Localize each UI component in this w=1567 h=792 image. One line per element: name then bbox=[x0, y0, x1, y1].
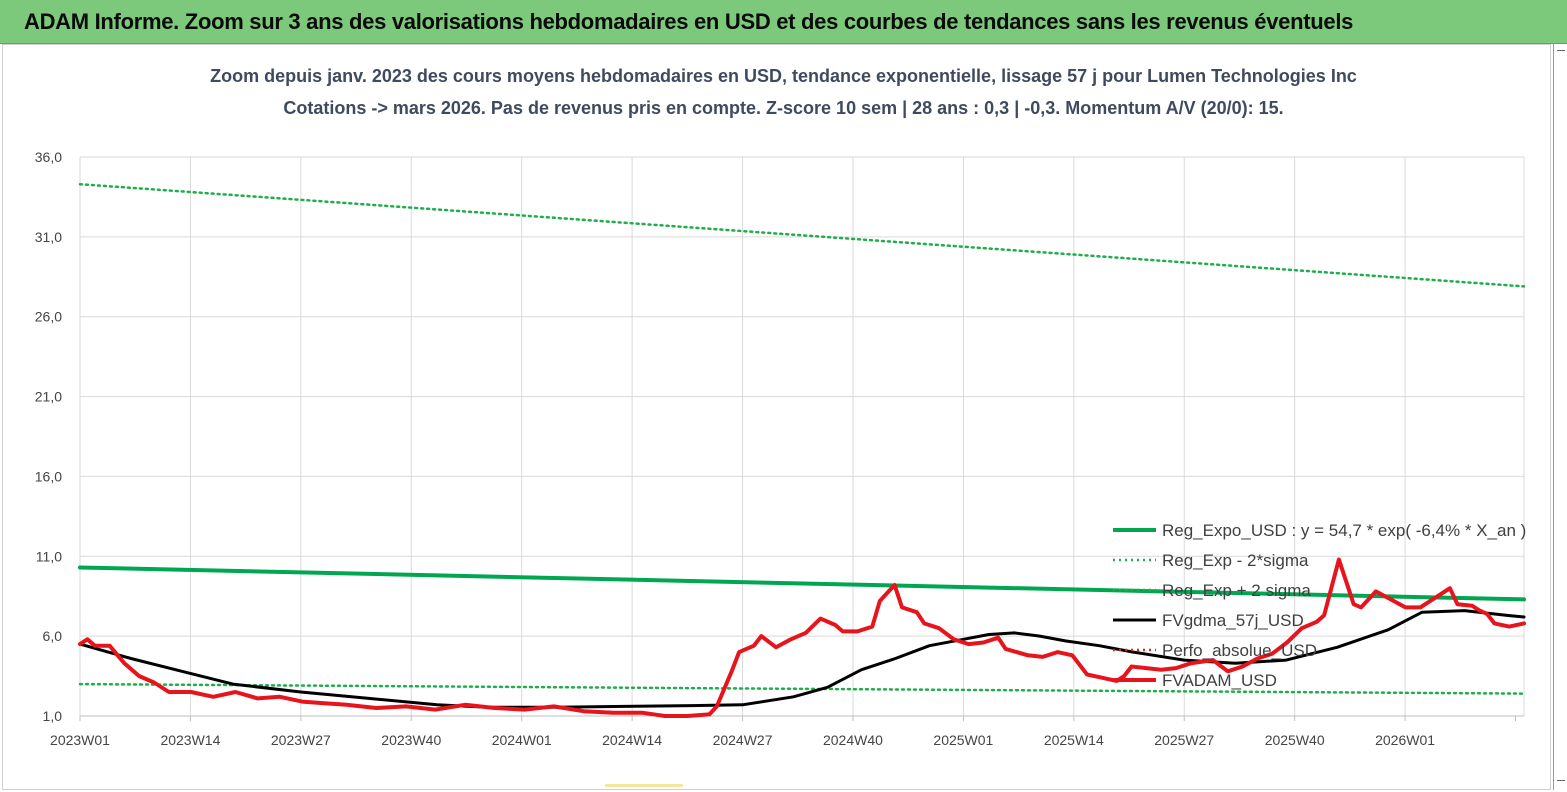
x-tick-label: 2023W40 bbox=[381, 732, 441, 748]
x-tick-label: 2025W27 bbox=[1154, 732, 1214, 748]
edge-tick bbox=[1557, 50, 1565, 51]
series-line-fvadam-usd bbox=[78, 557, 1526, 718]
legend-label: Perfo_absolue_USD bbox=[1162, 641, 1317, 660]
y-tick-label: 21,0 bbox=[35, 389, 62, 405]
y-tick-label: 31,0 bbox=[35, 229, 62, 245]
y-tick-label: 26,0 bbox=[35, 309, 62, 325]
y-tick-label: 16,0 bbox=[35, 468, 62, 484]
series-line-reg-expo-usd bbox=[78, 565, 1526, 602]
x-tick-label: 2026W01 bbox=[1375, 732, 1435, 748]
y-tick-label: 1,0 bbox=[43, 708, 63, 724]
x-tick-label: 2025W14 bbox=[1044, 732, 1104, 748]
series-line-reg-exp bbox=[78, 182, 1526, 288]
series-line-fvgdma-57j-usd bbox=[78, 609, 1526, 709]
chart-subtitle: Cotations -> mars 2026. Pas de revenus p… bbox=[283, 98, 1284, 118]
edge-tick bbox=[1557, 780, 1565, 781]
x-tick-label: 2024W40 bbox=[823, 732, 883, 748]
report-banner: ADAM Informe. Zoom sur 3 ans des valoris… bbox=[0, 0, 1567, 44]
x-tick-label: 2024W01 bbox=[492, 732, 552, 748]
y-tick-label: 36,0 bbox=[35, 149, 62, 165]
x-tick-label: 2024W27 bbox=[713, 732, 773, 748]
x-tick-label: 2025W40 bbox=[1265, 732, 1325, 748]
x-tick-label: 2025W01 bbox=[933, 732, 993, 748]
sheet-tab-marker bbox=[605, 784, 683, 787]
chart-title: Zoom depuis janv. 2023 des cours moyens … bbox=[210, 66, 1357, 86]
report-banner-title: ADAM Informe. Zoom sur 3 ans des valoris… bbox=[24, 9, 1354, 34]
x-tick-label: 2023W01 bbox=[50, 732, 110, 748]
y-tick-label: 11,0 bbox=[36, 548, 62, 564]
series-line-reg-exp bbox=[78, 682, 1526, 695]
x-tick-label: 2023W27 bbox=[271, 732, 331, 748]
x-tick-label: 2023W14 bbox=[160, 732, 220, 748]
x-tick-label: 2024W14 bbox=[602, 732, 662, 748]
chart-frame bbox=[2, 44, 1551, 790]
legend-label: FVgdma_57j_USD bbox=[1162, 611, 1304, 630]
legend-label: Reg_Exp - 2*sigma bbox=[1162, 551, 1309, 570]
legend-label: FVADAM_USD bbox=[1162, 671, 1277, 690]
legend-label: Reg_Exp + 2 sigma bbox=[1162, 581, 1311, 600]
y-tick-label: 6,0 bbox=[43, 628, 63, 644]
legend-label: Reg_Expo_USD : y = 54,7 * exp( -6,4% * X… bbox=[1162, 521, 1526, 540]
scroll-edge-line bbox=[1553, 44, 1554, 790]
